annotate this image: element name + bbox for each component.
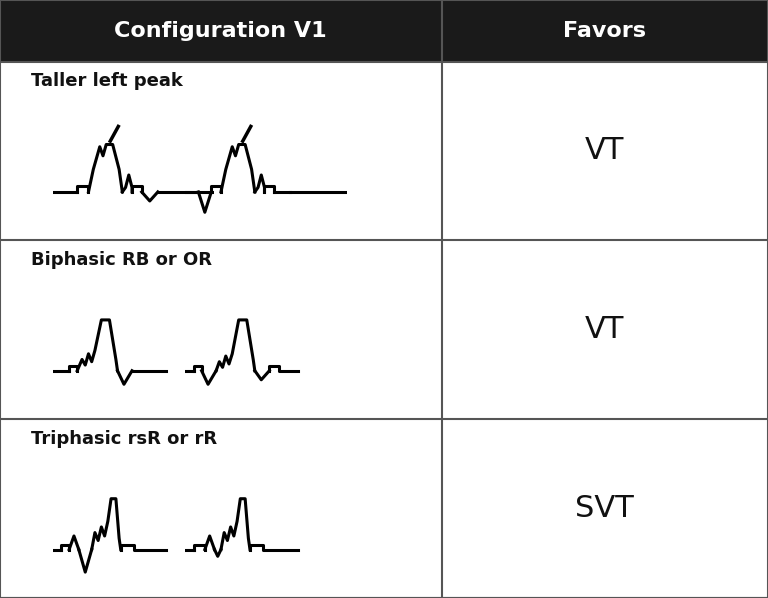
Text: Triphasic rsR or rR: Triphasic rsR or rR xyxy=(31,430,217,448)
Text: SVT: SVT xyxy=(575,494,634,523)
Text: VT: VT xyxy=(585,315,624,344)
Text: Taller left peak: Taller left peak xyxy=(31,72,183,90)
Text: Favors: Favors xyxy=(563,21,647,41)
Bar xyxy=(442,0,768,62)
Text: Configuration V1: Configuration V1 xyxy=(114,21,327,41)
Text: VT: VT xyxy=(585,136,624,166)
Bar xyxy=(0,0,442,62)
Text: Biphasic RB or OR: Biphasic RB or OR xyxy=(31,251,212,269)
